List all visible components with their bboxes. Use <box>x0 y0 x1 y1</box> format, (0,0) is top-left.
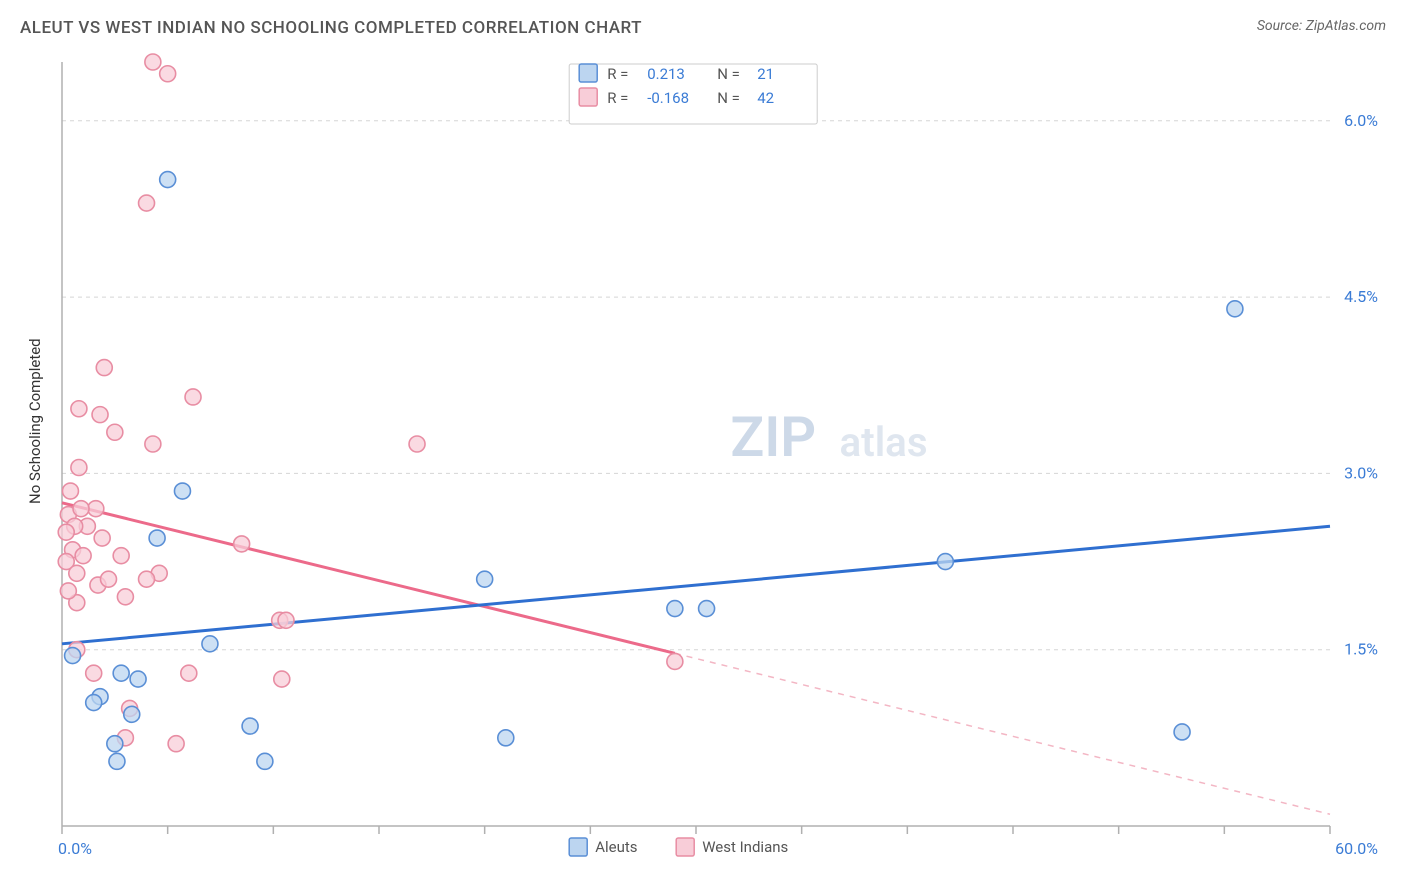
point-aleuts <box>202 636 218 652</box>
point-west-indians <box>69 565 85 581</box>
point-west-indians <box>117 589 133 605</box>
bottom-legend-label: Aleuts <box>595 838 637 856</box>
legend-n-value: 42 <box>757 89 774 107</box>
point-aleuts <box>174 483 190 499</box>
legend-r-value: 0.213 <box>647 65 685 83</box>
y-tick-label: 1.5% <box>1344 640 1378 659</box>
point-aleuts <box>113 665 129 681</box>
source-label: Source: ZipAtlas.com <box>1257 18 1386 34</box>
point-west-indians <box>92 407 108 423</box>
y-tick-label: 4.5% <box>1344 287 1378 306</box>
point-west-indians <box>278 612 294 628</box>
point-west-indians <box>96 360 112 376</box>
point-west-indians <box>71 460 87 476</box>
point-aleuts <box>498 730 514 746</box>
watermark-zip: ZIP <box>730 404 816 470</box>
point-west-indians <box>145 436 161 452</box>
point-west-indians <box>86 665 102 681</box>
point-west-indians <box>145 54 161 70</box>
bottom-legend-swatch <box>676 838 694 856</box>
bottom-legend-label: West Indians <box>702 838 788 856</box>
point-west-indians <box>185 389 201 405</box>
point-aleuts <box>130 671 146 687</box>
point-aleuts <box>667 601 683 617</box>
point-west-indians <box>667 653 683 669</box>
point-aleuts <box>149 530 165 546</box>
point-aleuts <box>65 648 81 664</box>
y-tick-label: 3.0% <box>1344 463 1378 482</box>
point-west-indians <box>139 571 155 587</box>
point-west-indians <box>94 530 110 546</box>
point-west-indians <box>60 583 76 599</box>
legend-n-label: N = <box>717 65 740 83</box>
legend-r-label: R = <box>607 65 628 83</box>
point-west-indians <box>88 501 104 517</box>
point-aleuts <box>699 601 715 617</box>
legend-r-value: -0.168 <box>647 89 689 107</box>
trend-line-aleuts <box>62 526 1330 644</box>
x-min-label: 0.0% <box>58 839 92 858</box>
point-west-indians <box>62 483 78 499</box>
legend-n-value: 21 <box>757 65 774 83</box>
legend-n-label: N = <box>717 89 740 107</box>
x-max-label: 60.0% <box>1335 839 1378 858</box>
point-west-indians <box>75 548 91 564</box>
watermark-atlas: atlas <box>840 419 928 466</box>
point-aleuts <box>160 172 176 188</box>
point-aleuts <box>124 706 140 722</box>
point-west-indians <box>168 736 184 752</box>
point-aleuts <box>1227 301 1243 317</box>
point-aleuts <box>257 753 273 769</box>
point-aleuts <box>477 571 493 587</box>
point-aleuts <box>86 695 102 711</box>
y-tick-label: 6.0% <box>1344 111 1378 130</box>
point-aleuts <box>242 718 258 734</box>
chart-title: ALEUT VS WEST INDIAN NO SCHOOLING COMPLE… <box>20 18 642 38</box>
point-aleuts <box>937 554 953 570</box>
y-axis-label: No Schooling Completed <box>26 338 44 504</box>
chart-area: ZIP atlas 1.5% 3.0% 4.5% 6.0% 0.0% 60.0% No Scho… <box>20 48 1386 874</box>
legend-swatch <box>579 88 597 106</box>
point-west-indians <box>73 501 89 517</box>
point-west-indians <box>274 671 290 687</box>
point-west-indians <box>139 195 155 211</box>
point-west-indians <box>181 665 197 681</box>
legend-swatch <box>579 64 597 82</box>
point-aleuts <box>107 736 123 752</box>
bottom-legend-swatch <box>569 838 587 856</box>
point-west-indians <box>71 401 87 417</box>
point-west-indians <box>58 524 74 540</box>
point-west-indians <box>113 548 129 564</box>
trend-line-west_indians-dashed <box>675 653 1330 814</box>
point-west-indians <box>234 536 250 552</box>
point-west-indians <box>409 436 425 452</box>
point-aleuts <box>109 753 125 769</box>
point-aleuts <box>1174 724 1190 740</box>
point-west-indians <box>160 66 176 82</box>
point-west-indians <box>107 424 123 440</box>
point-west-indians <box>100 571 116 587</box>
legend-r-label: R = <box>607 89 628 107</box>
